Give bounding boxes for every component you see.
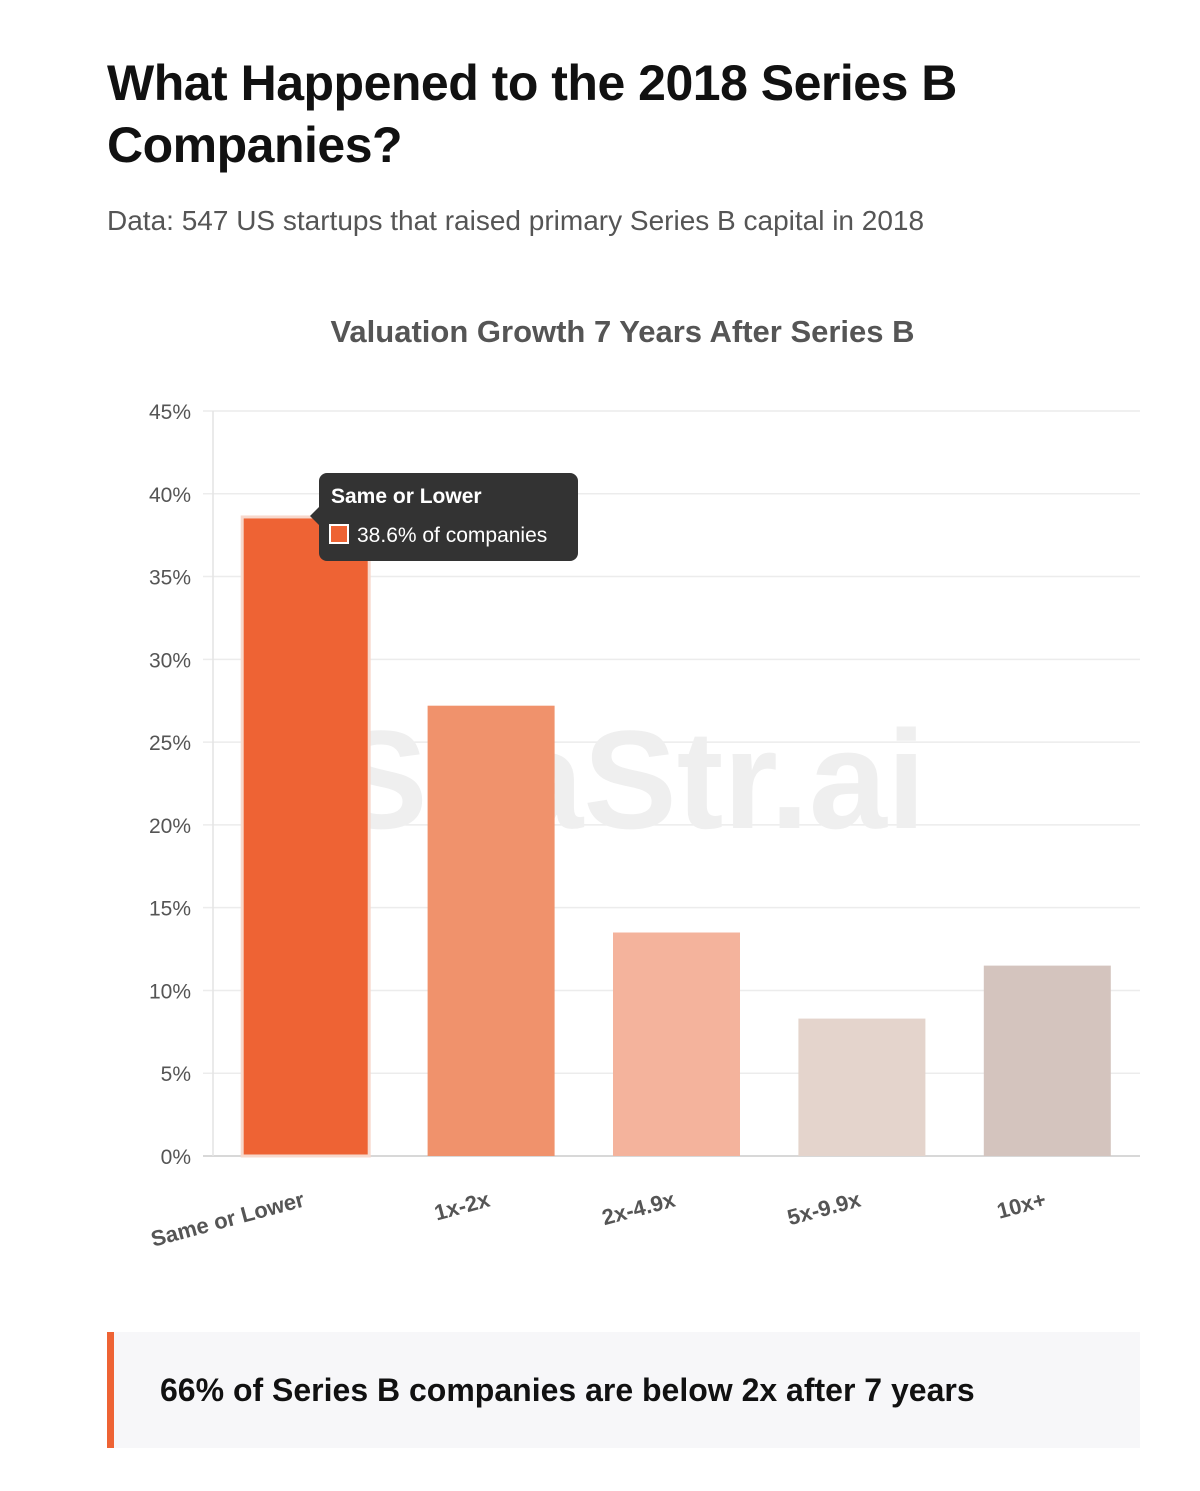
bar-same-or-lower [240,515,371,1158]
bar-2x-4-9x [613,932,740,1156]
tooltip-title: Same or Lower [331,485,482,508]
y-tick-label: 40% [149,484,191,507]
y-tick-label: 0% [161,1146,191,1169]
bar-1x-2x [427,705,555,1156]
key-insight-callout: 66% of Series B companies are below 2x a… [107,1332,1140,1448]
watermark: SaaStr.ai [334,701,926,858]
bar-5x-9-9x [798,1018,926,1156]
x-tick-label: 10x+ [994,1187,1048,1224]
y-tick-label: 10% [149,980,191,1003]
y-tick-label: 35% [149,567,191,590]
tooltip: Same or Lower 38.6% of companies [310,473,578,561]
x-tick-label: Same or Lower [148,1187,307,1252]
chart-title: Valuation Growth 7 Years After Series B [330,314,915,349]
bar-chart: SaaStr.ai 0% 5% 10% 15% 20% 25% 30% 35% 40% 45% S… [148,401,1140,1252]
page-title: What Happened to the 2018 Series B Compa… [107,55,957,173]
tooltip-value: 38.6% of companies [357,524,548,547]
y-tick-label: 30% [149,649,191,672]
tooltip-color-swatch [329,524,349,544]
x-tick-label: 2x-4.9x [599,1186,678,1230]
callout-text: 66% of Series B companies are below 2x a… [160,1372,975,1408]
page-subtitle: Data: 547 US startups that raised primar… [107,205,925,236]
x-tick-label: 1x-2x [432,1186,494,1225]
bar-10x- [983,965,1111,1156]
y-tick-label: 25% [149,732,191,755]
y-tick-label: 20% [149,815,191,838]
y-tick-label: 5% [161,1063,191,1086]
y-tick-label: 15% [149,898,191,921]
x-tick-label: 5x-9.9x [785,1186,864,1230]
y-tick-label: 45% [149,401,191,424]
